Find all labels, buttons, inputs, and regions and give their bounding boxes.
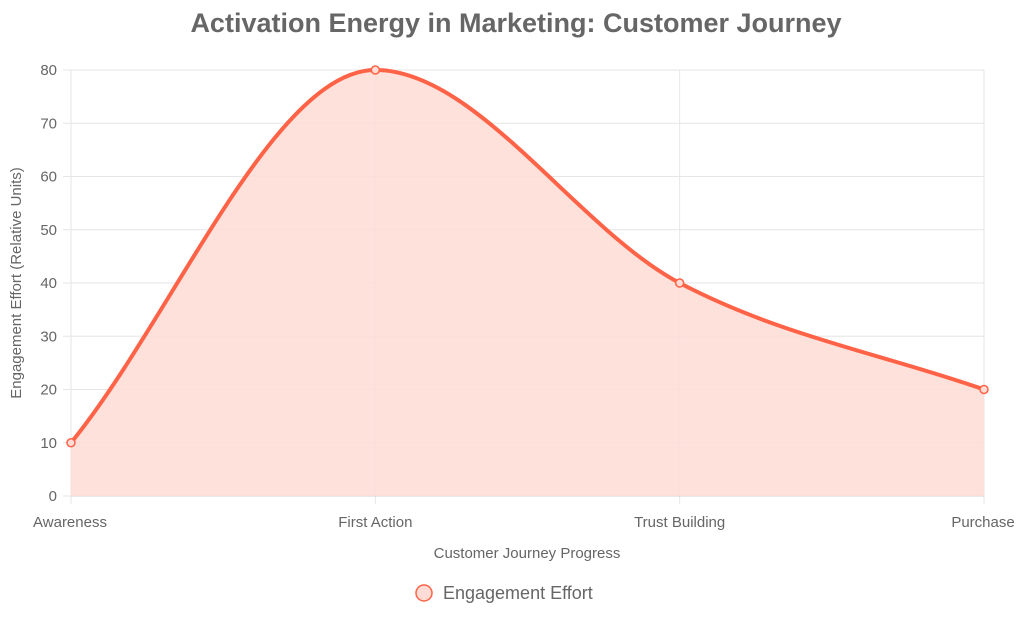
y-tick-label: 20: [40, 382, 57, 399]
y-tick-label: 80: [40, 62, 57, 79]
x-tick-label: Purchase: [951, 514, 1014, 531]
x-axis-label: Customer Journey Progress: [434, 545, 621, 562]
legend-label: Engagement Effort: [443, 583, 593, 603]
y-axis-label: Engagement Effort (Relative Units): [8, 167, 25, 399]
series-area: [71, 70, 984, 496]
series-line: [69, 68, 986, 445]
y-tick-label: 70: [40, 115, 57, 132]
y-tick-label: 50: [40, 222, 57, 239]
legend-marker: [415, 584, 433, 602]
y-tick-label: 30: [40, 328, 57, 345]
area-fill: [71, 70, 984, 496]
x-axis-ticks: Awareness First Action Trust Building Purch…: [33, 514, 1015, 531]
y-axis-ticks: 0 10 20 30 40 50 60 70 80: [40, 62, 57, 505]
y-tick-label: 40: [40, 275, 57, 292]
y-tick-label: 60: [40, 169, 57, 186]
data-point[interactable]: [979, 384, 989, 395]
chart-title: Activation Energy in Marketing: Customer…: [190, 8, 841, 38]
x-tick-label: First Action: [338, 514, 412, 531]
series-line-path: [69, 68, 986, 445]
y-tick-label: 10: [40, 435, 57, 452]
data-point[interactable]: [66, 438, 76, 448]
legend[interactable]: Engagement Effort: [415, 583, 593, 603]
x-tick-label: Awareness: [33, 514, 107, 531]
x-tick-label: Trust Building: [634, 514, 725, 531]
data-point[interactable]: [674, 278, 685, 288]
data-points: [66, 65, 989, 448]
data-point[interactable]: [370, 65, 381, 75]
y-tick-label: 0: [49, 488, 57, 505]
